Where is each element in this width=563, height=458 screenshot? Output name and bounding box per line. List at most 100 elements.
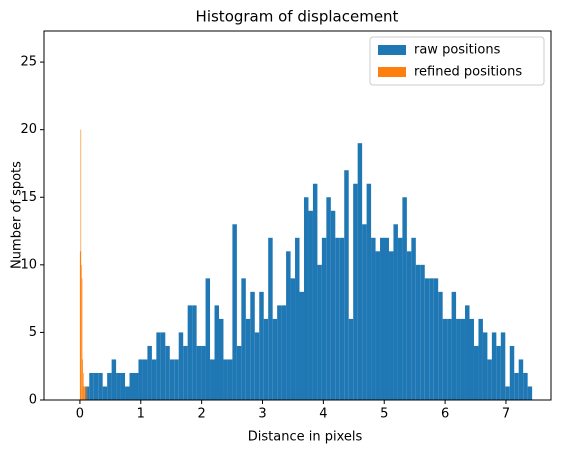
x-tick-label: 5 [380,407,388,422]
bar [236,345,242,400]
bar [268,237,273,400]
bar [102,386,108,400]
bar [129,372,134,400]
bar [223,359,228,400]
bar [218,318,224,400]
bar [339,237,345,400]
bar [473,345,479,400]
bar [514,372,519,400]
bar [277,305,282,400]
bar [523,372,528,400]
bar [411,237,416,400]
bar [81,264,82,400]
bar [210,359,215,400]
bar [505,386,510,400]
bar [335,237,340,400]
bar [201,345,206,400]
bar [388,251,394,400]
bar [321,237,327,400]
bar [375,251,381,400]
bar [393,224,398,400]
bar [496,345,501,400]
legend-box [369,36,545,86]
x-tick-label: 3 [258,407,266,422]
bar [286,251,291,400]
bar [438,291,443,400]
bar [169,359,175,400]
bar [98,372,103,400]
bar [478,318,483,400]
bar [308,210,313,400]
bar [330,210,336,400]
bar [142,359,148,400]
bar [451,291,457,400]
bar [178,332,184,400]
bar [79,251,81,400]
bar [89,372,94,400]
bar [406,251,412,400]
bar [303,197,309,400]
bar [424,278,430,400]
bar [107,372,112,400]
legend-swatch [378,45,406,55]
bar [460,318,466,400]
x-tick-label: 7 [502,407,510,422]
bar [482,332,488,400]
x-tick-label: 1 [137,407,145,422]
bar [465,305,470,400]
bar [82,359,83,400]
bar [138,359,143,400]
bar [227,359,233,400]
bar [151,359,157,400]
chart-title: Histogram of displacement [196,8,399,26]
bar [420,264,425,400]
bar [384,237,389,400]
y-tick-label: 5 [29,325,37,340]
bar [447,318,452,400]
bar [518,359,524,400]
bar [183,345,188,400]
x-axis-label: Distance in pixels [248,430,363,445]
bar [147,345,152,400]
bar [85,386,86,400]
bar [295,237,300,400]
y-tick-label: 15 [20,190,37,205]
bar [174,359,179,400]
bar [380,237,385,400]
axes-frame [43,30,552,401]
bar [156,332,161,400]
bar [232,224,237,400]
x-tick-label: 0 [76,407,84,422]
bar [487,359,492,400]
bar [111,359,117,400]
bar [245,318,251,400]
bar [415,264,421,400]
bar [362,224,367,400]
bar [456,318,461,400]
bar [397,237,403,400]
y-axis-label: Number of spots [10,161,25,269]
y-tick-label: 10 [20,257,37,272]
bar [348,318,354,400]
bar [259,291,264,400]
y-tick-label: 20 [20,122,37,137]
bar [344,170,349,400]
bar [250,291,255,400]
bar [429,278,434,400]
bar [192,305,197,400]
bar [326,197,331,400]
bar [81,278,83,400]
bar [86,386,88,400]
bar [84,386,85,400]
bar [290,278,296,400]
bar [509,345,515,400]
x-tick-label: 6 [441,407,449,422]
bar [281,305,287,400]
legend-label: raw positions [414,43,501,58]
bar [133,372,139,400]
bar [402,197,407,400]
bar [491,332,497,400]
bar [527,386,533,400]
bar [500,332,506,400]
